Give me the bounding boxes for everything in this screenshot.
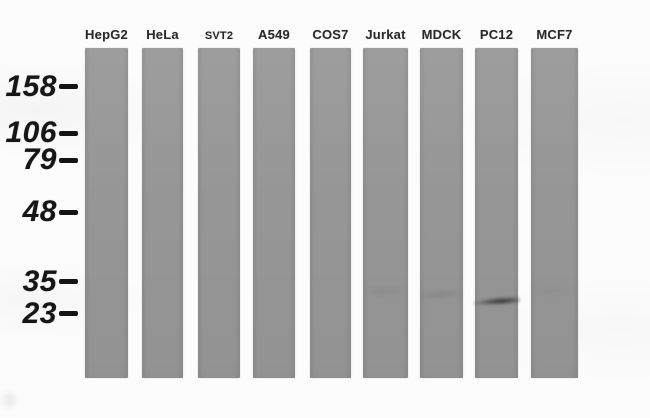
lane-label-a549: A549 bbox=[258, 27, 290, 42]
lane-label-mdck: MDCK bbox=[421, 27, 462, 42]
marker-tick-23 bbox=[59, 311, 78, 316]
marker-label-48: 48 bbox=[22, 195, 57, 228]
marker-tick-79 bbox=[59, 158, 78, 163]
lane-label-pc12: PC12 bbox=[479, 27, 514, 42]
marker-label-158: 158 bbox=[5, 70, 57, 103]
lane-hepg2 bbox=[85, 48, 128, 378]
marker-label-23: 23 bbox=[22, 297, 57, 330]
marker-tick-158 bbox=[59, 84, 78, 89]
lane-cos7 bbox=[310, 48, 351, 378]
lane-mdck bbox=[420, 48, 463, 378]
marker-label-79: 79 bbox=[22, 143, 57, 176]
marker-tick-35 bbox=[59, 279, 78, 284]
marker-tick-48 bbox=[59, 210, 78, 215]
lane-hela bbox=[142, 48, 183, 378]
lane-jurkat bbox=[363, 48, 408, 378]
lane-label-jurkat: Jurkat bbox=[365, 27, 406, 42]
marker-label-35: 35 bbox=[22, 265, 57, 298]
background-noise-speck bbox=[2, 392, 16, 408]
lane-mcf7 bbox=[531, 48, 578, 378]
lane-svt2 bbox=[198, 48, 240, 378]
lane-pc12 bbox=[475, 48, 518, 378]
lane-label-mcf7: MCF7 bbox=[536, 27, 573, 42]
lane-label-svt2: SVT2 bbox=[204, 30, 234, 42]
marker-tick-106 bbox=[59, 131, 78, 136]
lane-label-hepg2: HepG2 bbox=[85, 27, 128, 42]
lane-a549 bbox=[253, 48, 295, 378]
marker-label-106: 106 bbox=[5, 116, 57, 149]
lane-label-cos7: COS7 bbox=[312, 27, 349, 42]
lane-label-hela: HeLa bbox=[146, 27, 179, 42]
